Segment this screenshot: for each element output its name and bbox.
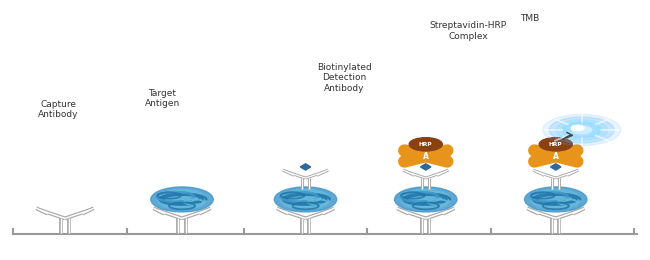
Text: HRP: HRP — [419, 142, 432, 147]
Polygon shape — [551, 164, 561, 170]
Polygon shape — [300, 164, 311, 170]
Text: A: A — [422, 152, 429, 161]
Circle shape — [401, 190, 450, 209]
Text: Biotinylated
Detection
Antibody: Biotinylated Detection Antibody — [317, 63, 372, 93]
Text: Capture
Antibody: Capture Antibody — [38, 100, 79, 119]
Circle shape — [281, 190, 330, 209]
Circle shape — [531, 190, 580, 209]
Text: Streptavidin-HRP
Complex: Streptavidin-HRP Complex — [430, 22, 506, 41]
Circle shape — [543, 114, 621, 146]
Text: HRP: HRP — [549, 142, 562, 147]
Text: TMB: TMB — [520, 14, 540, 23]
Polygon shape — [421, 164, 431, 170]
Circle shape — [567, 124, 596, 136]
Circle shape — [549, 117, 614, 143]
Text: Target
Antigen: Target Antigen — [145, 89, 180, 108]
Circle shape — [274, 187, 337, 212]
Circle shape — [571, 125, 584, 131]
Circle shape — [539, 138, 573, 151]
Text: A: A — [552, 152, 559, 161]
Circle shape — [572, 126, 592, 134]
Circle shape — [410, 138, 442, 151]
Circle shape — [562, 122, 601, 138]
Circle shape — [525, 187, 587, 212]
Circle shape — [556, 120, 608, 140]
Circle shape — [157, 190, 207, 209]
Circle shape — [151, 187, 213, 212]
Circle shape — [395, 187, 457, 212]
